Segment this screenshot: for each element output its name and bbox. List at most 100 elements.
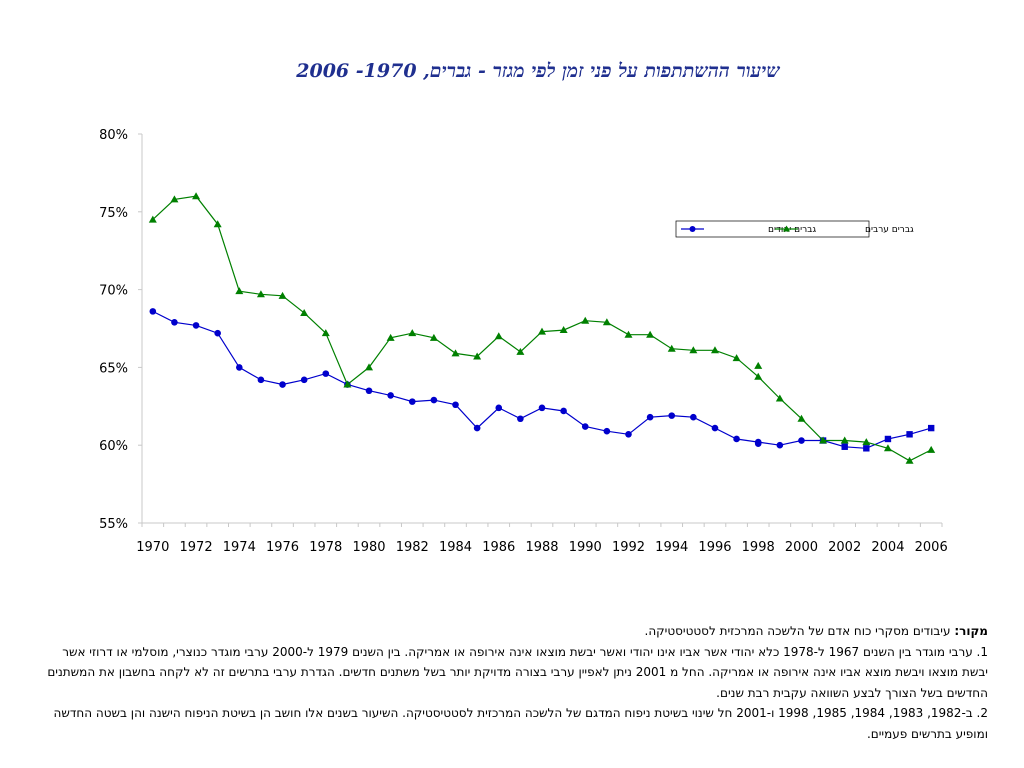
series-0-point — [365, 387, 373, 395]
series-1-point — [256, 290, 265, 298]
y-tick-label: 55% — [99, 517, 128, 532]
line-chart: 80% 75% 70% 65% 60% 55% 1970 1972 1974 1976 1978 19… — [99, 128, 948, 555]
series-0-point — [690, 413, 697, 421]
series-0-point — [452, 401, 459, 409]
series-1-point — [278, 291, 287, 299]
x-tick-label: 1984 — [439, 540, 472, 555]
series-1-point — [408, 329, 417, 337]
y-tick-label: 65% — [99, 361, 128, 376]
series-1-point — [559, 326, 568, 334]
series-1-point — [883, 444, 892, 452]
y-tick-label: 80% — [99, 128, 128, 143]
series-1-point — [905, 456, 914, 464]
legend-arab-label: גברים ערבים — [865, 225, 914, 235]
series-0-point — [408, 398, 416, 405]
series-1-point — [797, 414, 806, 422]
x-tick-label: 1990 — [569, 540, 602, 555]
series-0-point — [798, 437, 805, 444]
series-1-extra-point — [754, 361, 763, 369]
series-1-point — [343, 380, 352, 388]
series-1-point — [386, 333, 395, 341]
series-0-point — [711, 424, 719, 432]
series-1-point — [927, 445, 936, 453]
x-tick-label: 1988 — [525, 540, 558, 555]
series-1-point — [862, 438, 871, 446]
series-0-point — [171, 318, 178, 326]
series-0-point — [387, 392, 394, 399]
footnote-1: 1. ערבי מוגדר בין השנים 1967 ל-1978 כלא … — [47, 644, 988, 700]
series-0-point — [906, 431, 913, 438]
series-1-point — [451, 349, 460, 357]
series-1-point — [192, 192, 201, 200]
series-1-point — [170, 195, 179, 203]
series-0-point — [646, 413, 654, 421]
x-tick-label: 1970 — [136, 540, 169, 555]
series-1-point — [581, 316, 590, 324]
x-tick-label: 1974 — [223, 540, 256, 555]
x-tick-label: 1972 — [180, 540, 213, 555]
series-1-point — [840, 436, 849, 444]
source-line: מקור: עיבודים מסקרי כוח אדם של הלשכה המר… — [40, 621, 988, 642]
chart-series-layer — [148, 192, 936, 464]
series-0-point — [927, 424, 935, 432]
series-1-point — [300, 308, 309, 316]
chart-notes: מקור: עיבודים מסקרי כוח אדם של הלשכה המר… — [40, 621, 988, 744]
y-tick-label: 70% — [99, 284, 128, 299]
footnote-2: 2. ב-1982, 1983, 1984, 1985, 1998 ו-2001… — [53, 706, 988, 741]
series-0-point — [279, 381, 286, 388]
series-1-point — [775, 394, 784, 402]
legend-jewish-marker — [689, 226, 696, 232]
x-tick-label: 2000 — [785, 540, 818, 555]
series-1-point — [538, 327, 546, 335]
series-1-point — [429, 333, 438, 341]
series-0-point — [192, 322, 200, 329]
x-tick-label: 2004 — [871, 540, 904, 555]
series-0-extra-point — [754, 440, 762, 447]
series-0-point — [884, 435, 892, 443]
series-0-point — [322, 370, 330, 377]
series-0-point — [473, 424, 481, 432]
series-0-point — [776, 441, 784, 449]
chart-axes: 80% 75% 70% 65% 60% 55% 1970 1972 1974 1976 1978 19… — [99, 128, 948, 555]
x-tick-label: 1994 — [655, 540, 688, 555]
x-tick-label: 1976 — [266, 540, 299, 555]
series-0-point — [257, 376, 265, 384]
series-1-point — [624, 330, 633, 338]
series-1-point — [321, 329, 330, 337]
series-0-point — [733, 435, 740, 443]
legend-box — [675, 220, 870, 238]
series-0-point — [235, 364, 243, 371]
series-1-point — [646, 330, 655, 338]
y-tick-label: 60% — [99, 439, 128, 454]
x-tick-label: 1986 — [482, 540, 515, 555]
series-0-point — [214, 329, 221, 337]
series-1-point — [365, 363, 374, 371]
x-tick-label: 2002 — [828, 540, 861, 555]
series-1-point — [235, 287, 244, 295]
source-text: עיבודים מסקרי כוח אדם של הלשכה המרכזית ל… — [644, 624, 951, 638]
series-0-point — [517, 415, 524, 423]
x-tick-label: 1998 — [742, 540, 775, 555]
series-0-point — [430, 396, 438, 404]
x-tick-label: 1996 — [698, 540, 731, 555]
chart-legend: גברים יהודים גברים ערבים — [675, 220, 914, 238]
series-1-point — [602, 318, 611, 326]
series-1-point — [148, 215, 157, 223]
x-tick-label: 1992 — [612, 540, 645, 555]
series-0-point — [668, 412, 676, 419]
x-tick-label: 2006 — [915, 540, 948, 555]
series-1-point — [819, 436, 828, 444]
series-1-point — [754, 372, 763, 380]
legend-jewish-label: גברים יהודים — [768, 225, 816, 235]
series-1-point — [516, 347, 525, 355]
series-1-point — [494, 332, 503, 340]
series-0-point — [560, 407, 567, 415]
series-0-point — [149, 308, 157, 315]
series-0-point — [863, 445, 870, 452]
series-1-point — [667, 344, 676, 352]
x-tick-label: 1978 — [309, 540, 342, 555]
series-1-point — [473, 352, 482, 360]
series-0-point — [603, 427, 611, 435]
series-1-point — [213, 220, 222, 228]
series-1-point — [732, 354, 741, 362]
